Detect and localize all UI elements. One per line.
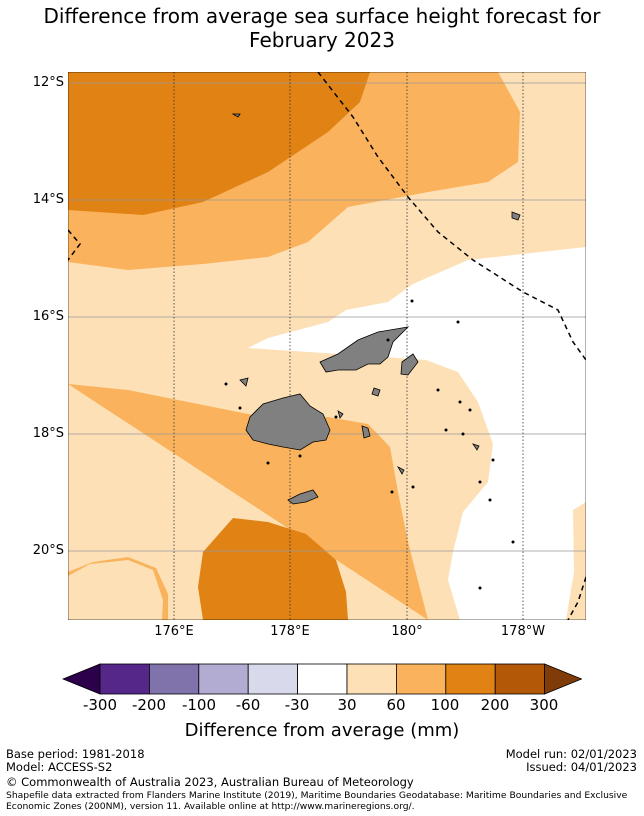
tiny-islands: [224, 299, 515, 590]
lat-label-20s: 20°S: [32, 543, 64, 558]
eez-boundary-line: [317, 72, 586, 361]
model-text: Model: ACCESS-S2: [6, 760, 113, 774]
viti-levu-island: [245, 393, 331, 451]
colorbar-cell-2: [149, 663, 200, 695]
issued-text: Issued: 04/01/2023: [526, 760, 637, 774]
colorbar-cell-3: [198, 663, 249, 695]
fiji-islands: [231, 113, 521, 505]
small-island-8: [337, 410, 344, 419]
small-island-3: [239, 377, 249, 387]
lon-label-176e: 176°E: [154, 624, 194, 639]
colorbar-cell-5: [297, 663, 348, 695]
vanua-levu-island: [319, 326, 410, 373]
base-period-text: Base period: 1981-2018: [6, 747, 145, 761]
colorbar-tick-200: 200: [480, 696, 510, 714]
sea-surface-height-map: [68, 72, 586, 620]
anomaly-region-100-200-south: [198, 518, 348, 620]
small-island-7: [472, 443, 480, 451]
colorbar-tick--30: -30: [284, 696, 310, 714]
shapefile-credit-text: Shapefile data extracted from Flanders M…: [6, 790, 628, 812]
lat-label-14s: 14°S: [32, 192, 64, 207]
colorbar-tick--200: -200: [131, 696, 167, 714]
anomaly-region-60-100-south: [68, 384, 428, 620]
chart-title-line-2: February 2023: [249, 28, 395, 52]
model-run-text: Model run: 02/01/2023: [505, 747, 637, 761]
colorbar-tick-60: 60: [386, 696, 406, 714]
chart-title-line-1: Difference from average sea surface heig…: [43, 4, 601, 28]
lat-label-18s: 18°S: [32, 426, 64, 441]
lon-label-178e: 178°E: [270, 624, 310, 639]
colorbar-cell-7: [395, 663, 447, 695]
anomaly-region-60-100-southwest: [68, 560, 163, 620]
colorbar-cell-4: [247, 663, 298, 695]
colorbar-tick--100: -100: [181, 696, 217, 714]
lon-label-180: 180°: [391, 624, 423, 639]
small-island-5: [231, 113, 241, 118]
colorbar-cell-8: [445, 663, 496, 695]
lat-label-16s: 16°S: [32, 309, 64, 324]
eez-boundary-line-southeast: [567, 576, 586, 620]
longitude-gridlines: [173, 72, 524, 620]
anomaly-region-100-200-north: [68, 72, 370, 215]
colorbar-tick--300: -300: [82, 696, 118, 714]
small-island-4: [511, 211, 521, 221]
colorbar-tick-100: 100: [430, 696, 460, 714]
eez-boundary-line-west: [68, 229, 81, 261]
colorbar-cell-1: [99, 663, 150, 695]
lon-label-178w: 178°W: [500, 624, 546, 639]
colorbar: [62, 663, 582, 695]
small-island-1: [361, 425, 371, 439]
colorbar-extend-high: [544, 663, 582, 695]
colorbar-label: Difference from average (mm): [184, 720, 460, 741]
colorbar-tick-30: 30: [337, 696, 357, 714]
copyright-text: © Commonwealth of Australia 2023, Austra…: [6, 775, 414, 789]
kadavu-island: [287, 489, 319, 505]
colorbar-extend-low: [62, 663, 101, 695]
lat-label-12s: 12°S: [32, 75, 64, 90]
small-island-6: [396, 466, 405, 475]
taveuni-island: [400, 353, 419, 376]
colorbar-tick-300: 300: [529, 696, 559, 714]
anomaly-region-30-60-east: [566, 502, 586, 620]
small-island-2: [371, 387, 381, 397]
colorbar-cell-9: [494, 663, 546, 695]
colorbar-tick--60: -60: [235, 696, 261, 714]
colorbar-cell-6: [346, 663, 397, 695]
